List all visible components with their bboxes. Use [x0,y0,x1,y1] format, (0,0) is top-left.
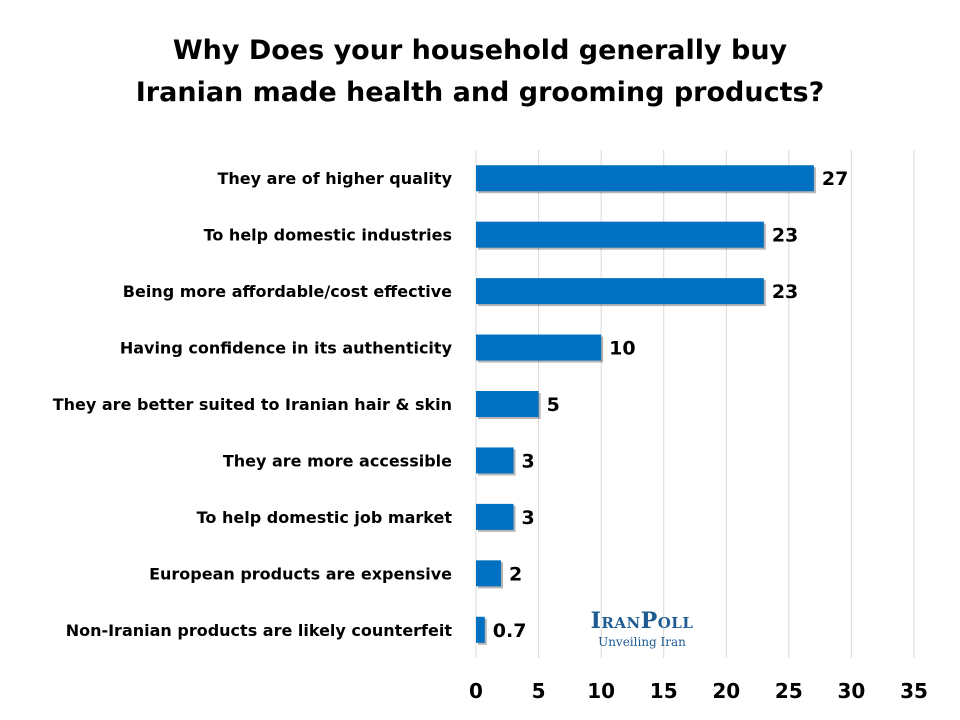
x-tick-label: 15 [650,679,678,703]
data-label: 23 [772,281,798,303]
bar [476,334,602,361]
logo-tagline: Unveiling Iran [598,635,686,649]
bar [476,391,539,417]
bar [476,616,485,643]
data-label: 5 [547,394,560,416]
x-tick-label: 10 [587,679,615,703]
x-tick-label: 30 [838,679,866,703]
data-label: 27 [822,168,848,190]
bar [476,165,814,192]
chart-title-line-2: Iranian made health and grooming product… [135,77,825,108]
iranpoll-logo: IranPoll Unveiling Iran [582,608,702,650]
x-tick-label: 20 [712,679,740,703]
category-label: To help domestic job market [197,508,453,527]
x-tick-label: 25 [775,679,803,703]
data-label: 10 [609,338,635,360]
x-tick-label: 5 [532,679,546,703]
category-label: To help domestic industries [204,226,452,245]
bar [476,278,764,305]
category-label: They are more accessible [223,451,452,470]
bar [476,221,764,248]
data-label: 3 [522,450,535,472]
category-label: They are better suited to Iranian hair &… [53,395,452,414]
x-tick-label: 0 [469,679,483,703]
chart-title: Why Does your household generally buy Ir… [0,30,960,114]
data-label: 23 [772,225,798,247]
data-label: 2 [509,563,522,585]
category-label: Having confidence in its authenticity [120,339,453,358]
chart-title-line-1: Why Does your household generally buy [172,35,788,66]
x-tick-label: 35 [900,679,928,703]
bar [476,560,502,587]
logo-name: IranPoll [590,608,694,634]
category-label: They are of higher quality [217,169,452,188]
bar [476,447,514,474]
category-label: European products are expensive [149,564,452,583]
data-label: 0.7 [493,620,527,642]
data-label: 3 [522,507,535,529]
bar [476,503,514,530]
category-label: Being more affordable/cost effective [123,282,452,301]
category-label: Non-Iranian products are likely counterf… [66,621,453,640]
